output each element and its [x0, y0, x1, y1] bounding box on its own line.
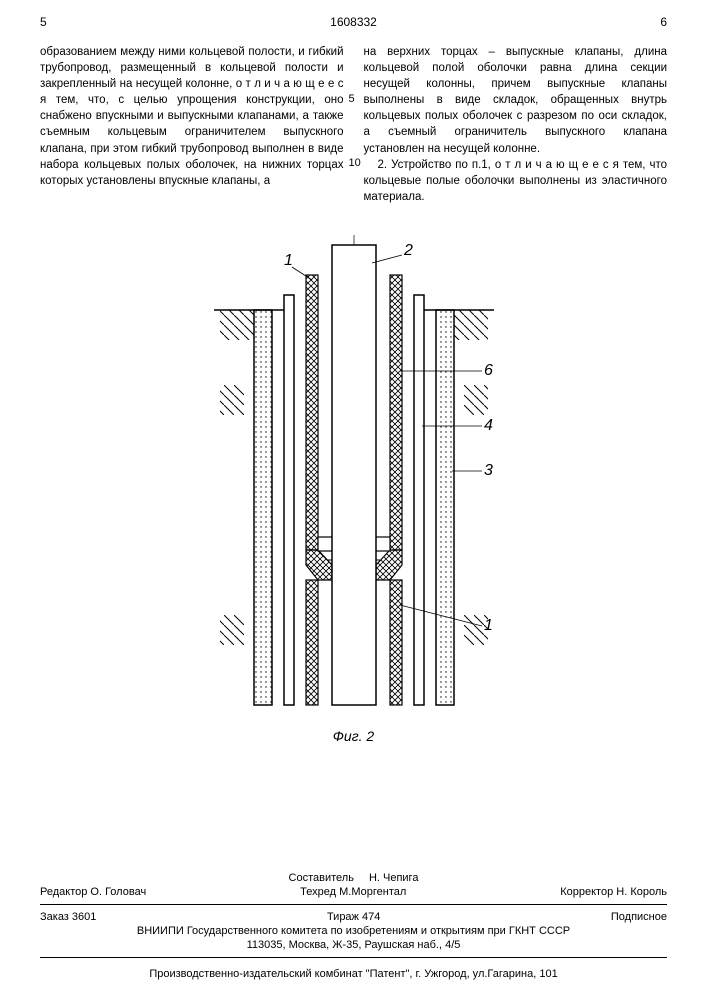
figure-2-svg: 1 2 6 4 3 1 [164, 235, 544, 715]
header-row: 5 1608332 6 [40, 15, 667, 29]
figure-area: 1 2 6 4 3 1 Фиг. 2 [40, 235, 667, 744]
tech: Техред М.Моргентал [300, 886, 406, 898]
figure-label-1-bottom: 1 [484, 617, 493, 634]
claim-2: 2. Устройство по п.1, о т л и ч а ю щ е … [364, 157, 668, 205]
org: ВНИИПИ Государственного комитета по изоб… [40, 925, 667, 937]
footer-compiler: Составитель Н. Чепига [40, 872, 667, 884]
editor: Редактор О. Головач [40, 886, 146, 898]
page-num-right: 6 [647, 15, 667, 29]
subscription: Подписное [611, 911, 667, 923]
publisher: Производственно-издательский комбинат "П… [40, 968, 667, 980]
compiler-name: Н. Чепига [369, 872, 419, 884]
text-columns: образованием между ними кольцевой полост… [40, 44, 667, 205]
footer-credits: Редактор О. Головач Техред М.Моргентал К… [40, 886, 667, 898]
column-right: 5 10 на верхних торцах – выпускные клапа… [364, 44, 668, 205]
tirage: Тираж 474 [327, 911, 380, 923]
divider-2 [40, 957, 667, 958]
body-text-right-1: на верхних торцах – выпускные клапаны, д… [364, 46, 668, 155]
compiler-label: Составитель [289, 872, 354, 884]
column-left: образованием между ними кольцевой полост… [40, 44, 344, 205]
figure-label-1-top: 1 [284, 252, 293, 269]
patent-number: 1608332 [60, 15, 647, 29]
line-number-5: 5 [349, 92, 355, 107]
body-text-left: образованием между ними кольцевой полост… [40, 46, 344, 187]
divider-1 [40, 904, 667, 905]
page-num-left: 5 [40, 15, 60, 29]
order-number: Заказ 3601 [40, 911, 96, 923]
corrector: Корректор Н. Король [560, 886, 667, 898]
figure-label-6: 6 [484, 362, 493, 379]
footer-print-info: Заказ 3601 Тираж 474 Подписное [40, 911, 667, 923]
figure-caption: Фиг. 2 [40, 728, 667, 744]
figure-label-2: 2 [403, 242, 413, 259]
address: 113035, Москва, Ж-35, Раушская наб., 4/5 [40, 939, 667, 951]
page: 5 1608332 6 образованием между ними коль… [0, 0, 707, 1000]
footer: Составитель Н. Чепига Редактор О. Голова… [40, 872, 667, 980]
line-number-10: 10 [349, 156, 361, 171]
figure-label-3: 3 [484, 462, 493, 479]
figure-label-4: 4 [484, 417, 493, 434]
